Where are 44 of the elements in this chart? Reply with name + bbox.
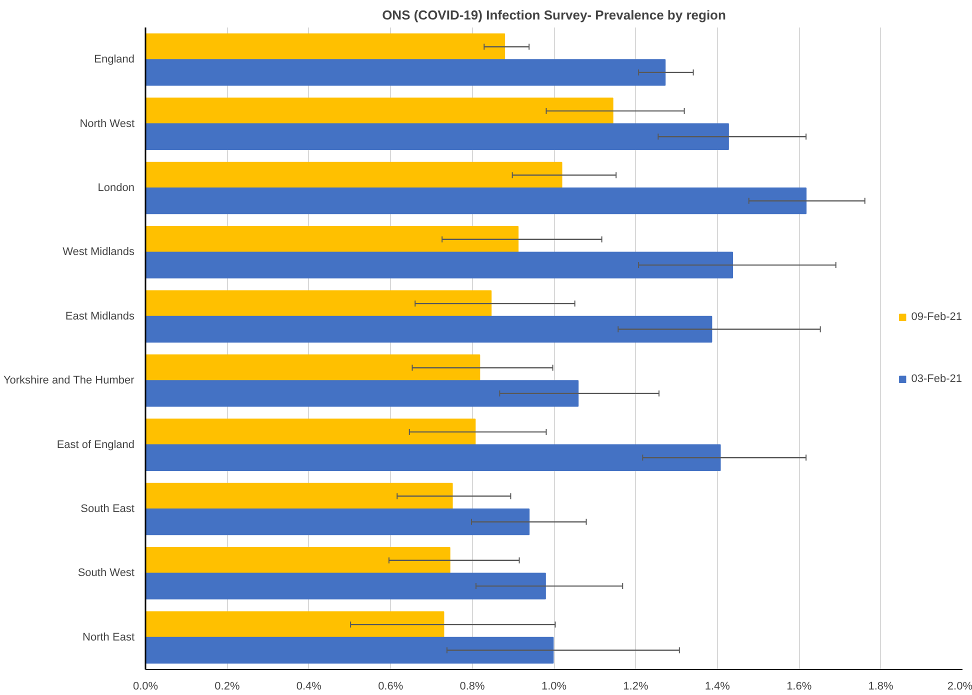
x-tick-label: 0.2% — [214, 680, 240, 692]
x-tick-label: 1.6% — [786, 680, 812, 692]
chart-title: ONS (COVID-19) Infection Survey- Prevalence by region — [382, 8, 726, 22]
bar — [146, 252, 734, 278]
y-tick-label: East of England — [56, 438, 135, 451]
y-tick-label: West Midlands — [62, 246, 135, 258]
x-tick-label: 0.6% — [378, 680, 404, 692]
bar — [146, 98, 614, 124]
y-tick-label: North West — [80, 118, 134, 130]
bar — [146, 418, 476, 446]
y-tick-label: London — [98, 182, 135, 194]
y-tick-label: East Midlands — [65, 310, 135, 322]
legend-label: 03-Feb-21 — [911, 373, 962, 385]
y-tick-label: South East — [80, 503, 135, 515]
bar — [146, 444, 721, 471]
x-tick-label: 2.0% — [947, 680, 972, 692]
x-tick-label: 0.4% — [296, 680, 322, 692]
x-tick-label: 0.0% — [132, 680, 158, 692]
x-tick-label: 1.8% — [868, 680, 894, 692]
bar — [146, 482, 453, 510]
bar — [146, 636, 554, 664]
x-tick-label: 0.8% — [460, 680, 486, 692]
bar — [146, 316, 712, 343]
legend-label: 09-Feb-21 — [911, 311, 962, 323]
bar — [146, 354, 480, 382]
bar — [146, 162, 562, 188]
y-tick-label: North East — [82, 631, 135, 644]
bar — [146, 572, 546, 600]
y-tick-label: Yorkshire and The Humber — [3, 374, 135, 387]
y-tick-label: South West — [78, 567, 135, 580]
bar — [146, 33, 506, 60]
bar — [146, 290, 492, 317]
bar — [146, 123, 729, 150]
bar — [146, 547, 450, 574]
x-tick-label: 1.2% — [623, 680, 648, 692]
x-tick-label: 1.4% — [704, 680, 730, 692]
bar — [146, 226, 519, 253]
x-tick-label: 1.0% — [541, 680, 567, 692]
bar — [146, 188, 807, 214]
y-tick-label: England — [94, 54, 135, 66]
bar — [146, 611, 444, 638]
bar — [146, 59, 666, 86]
bar — [146, 508, 530, 536]
bar — [146, 380, 579, 407]
